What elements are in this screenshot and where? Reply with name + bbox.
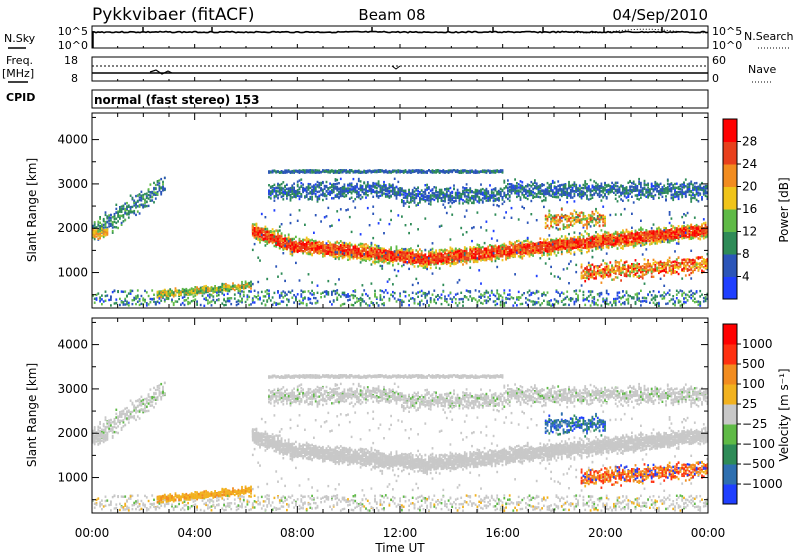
colorbar-swatch (723, 119, 737, 142)
x-axis: 00:00 04:00 08:00 12:00 16:00 20:00 00:00 (75, 44, 726, 540)
station-title: Pykkvibaer (fitACF) (92, 5, 254, 25)
colorbar-tick-label: 100 (742, 377, 765, 391)
colorbar-tick-label: 8 (742, 247, 750, 261)
colorbar-swatch (723, 324, 737, 345)
noise-search-line (561, 28, 707, 34)
freq-ytick-top: 18 (64, 54, 78, 67)
colorbar-swatch (723, 141, 737, 165)
date-title: 04/Sep/2010 (612, 6, 708, 24)
noise-ytick-bottom: 10^0 (58, 39, 88, 52)
freq-label: Freq. (6, 54, 33, 67)
colorbar-tick-label: 1000 (742, 337, 773, 351)
freq-ytick-bottom: 8 (71, 72, 78, 85)
y-tick-label: 3000 (57, 382, 88, 396)
nave-ytick-top: 60 (712, 54, 726, 67)
colorbar-tick-label: 500 (742, 357, 765, 371)
frequency-panel: 18 8 60 0 (64, 54, 726, 85)
cpid-label: CPID (6, 91, 35, 104)
x-tick-label: 08:00 (280, 526, 315, 540)
x-tick-label: 16:00 (485, 526, 520, 540)
nsearch-label: N.Search (744, 30, 794, 43)
nave-blip (391, 65, 401, 70)
power-colorbar: 4 8 12 16 20 24 28 (722, 118, 757, 300)
x-tick-label: 00:00 (691, 526, 726, 540)
velocity-panel: 1000 2000 3000 4000 Slant Range [km] (25, 317, 709, 514)
y-tick-label: 2000 (57, 426, 88, 440)
y-tick-label: 1000 (57, 266, 88, 280)
colorbar-swatch (723, 344, 737, 365)
mhz-label: [MHz] (2, 67, 34, 80)
colorbar-swatch (723, 254, 737, 277)
colorbar-swatch (723, 484, 737, 505)
noise-ytick-top-right: 10^5 (712, 25, 742, 38)
x-axis-label: Time UT (374, 541, 425, 554)
nave-ytick-bottom: 0 (712, 72, 719, 85)
colorbar-tick-label: 28 (742, 135, 757, 149)
colorbar-tick-label: 20 (742, 180, 757, 194)
freq-blip (149, 69, 173, 75)
colorbar-tick-label: −1000 (742, 477, 783, 491)
colorbar-swatch (723, 424, 737, 445)
noise-ytick-bottom-right: 10^0 (712, 39, 742, 52)
velocity-ylabel: Slant Range [km] (25, 363, 39, 467)
y-tick-label: 3000 (57, 177, 88, 191)
x-tick-label: 20:00 (588, 526, 623, 540)
colorbar-tick-label: 16 (742, 202, 757, 216)
x-tick-label: 04:00 (177, 526, 212, 540)
colorbar-swatch (723, 164, 737, 187)
colorbar-swatch (723, 384, 737, 405)
cpid-text: normal (fast stereo) 153 (94, 93, 260, 107)
velocity-colorbar-label: Velocity [m s⁻¹] (777, 368, 791, 461)
y-tick-label: 1000 (57, 471, 88, 485)
beam-title: Beam 08 (358, 6, 425, 24)
colorbar-swatch (723, 231, 737, 255)
colorbar-swatch (723, 404, 737, 425)
power-colorbar-label: Power [dB] (777, 177, 791, 242)
velocity-colorbar: 1000 500 100 25 −25 −100 −500 −1000 (722, 323, 783, 505)
nave-label: Nave (748, 63, 776, 76)
power-ylabel: Slant Range [km] (25, 158, 39, 262)
x-tick-label: 12:00 (383, 526, 418, 540)
nsky-label: N.Sky (4, 32, 36, 45)
colorbar-swatch (723, 444, 737, 465)
colorbar-swatch (723, 186, 737, 210)
y-tick-label: 4000 (57, 133, 88, 147)
colorbar-tick-label: −500 (742, 457, 775, 471)
power-panel: 1000 2000 3000 4000 Slant Range [km] (25, 112, 709, 309)
colorbar-tick-label: 12 (742, 225, 757, 239)
colorbar-swatch (723, 209, 737, 232)
noise-ytick-top: 10^5 (58, 25, 88, 38)
colorbar-swatch (723, 364, 737, 385)
colorbar-swatch (723, 276, 737, 300)
colorbar-tick-label: 24 (742, 157, 757, 171)
colorbar-tick-label: 25 (742, 397, 757, 411)
y-tick-label: 4000 (57, 338, 88, 352)
colorbar-tick-label: 4 (742, 270, 750, 284)
y-tick-label: 2000 (57, 221, 88, 235)
noise-line (91, 30, 709, 34)
colorbar-tick-label: −100 (742, 437, 775, 451)
colorbar-swatch (723, 464, 737, 485)
colorbar-tick-label: −25 (742, 417, 767, 431)
x-tick-label: 00:00 (75, 526, 110, 540)
